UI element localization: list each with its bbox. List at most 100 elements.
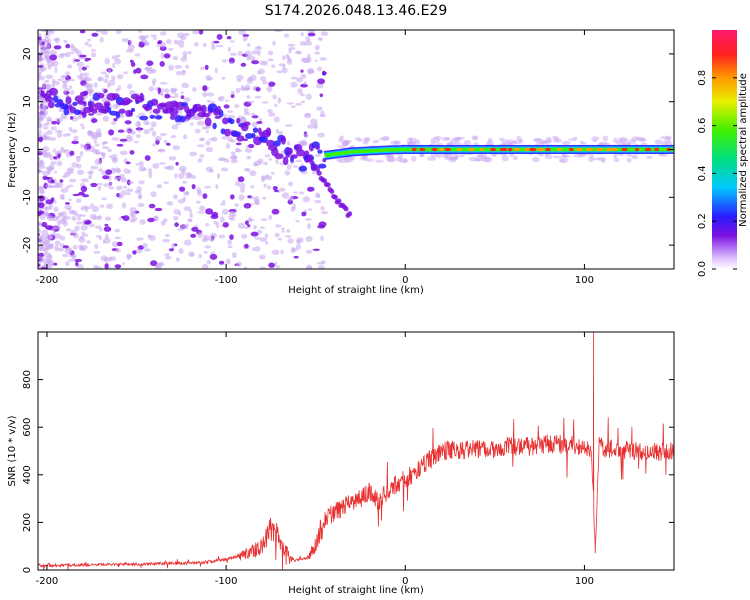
spectrogram-noise-blob: [208, 236, 215, 242]
spectrogram-noise-blob: [38, 65, 44, 68]
spectrogram-halo-blob: [433, 136, 442, 140]
spectrogram-noise-blob: [252, 247, 256, 252]
spectrogram-track-blob: [315, 145, 320, 150]
spectrogram-noise-blob: [282, 55, 286, 61]
spectrogram-noise-blob: [235, 149, 243, 153]
spectrogram-noise-blob: [147, 217, 155, 223]
spectrogram-branch-blob: [307, 155, 313, 161]
spectrogram-noise-blob: [56, 160, 63, 167]
spectrogram-noise-blob: [70, 43, 75, 49]
spectrogram-ytick-label: 10: [22, 95, 33, 108]
spectrogram-noise-blob: [45, 137, 51, 141]
spectrogram-noise-blob: [150, 121, 157, 128]
spectrogram-noise-blob: [116, 143, 124, 147]
spectrogram-noise-blob: [240, 187, 245, 194]
spectrogram-noise-blob: [39, 110, 46, 116]
spectrogram-noise-blob: [287, 43, 296, 47]
spectrogram-noise-blob: [136, 237, 144, 241]
spectrogram-noise-blob: [275, 158, 279, 165]
spectrogram-noise-blob: [57, 153, 61, 159]
spectrogram-noise-blob: [290, 76, 298, 80]
spectrogram-noise-blob: [190, 233, 197, 238]
spectrogram-noise-blob: [43, 126, 49, 130]
spectrogram-noise-blob: [229, 210, 235, 216]
spectrogram-noise-blob: [69, 51, 75, 55]
spectrogram-halo-blob: [592, 157, 602, 161]
spectrogram-noise-blob: [115, 30, 122, 35]
spectrogram-halo-blob: [379, 137, 389, 141]
spectrogram-track-blob: [152, 108, 161, 114]
spectrogram-noise-blob: [268, 81, 276, 87]
spectrogram-halo-blob: [646, 155, 653, 159]
spectrogram-noise-blob: [43, 46, 51, 52]
spectrogram-noise-blob: [177, 228, 185, 231]
spectrogram-peak: [644, 147, 652, 152]
spectrogram-noise-blob: [288, 181, 294, 187]
spectrogram-track-blob: [236, 135, 245, 142]
spectrogram-halo-blob: [616, 140, 624, 146]
spectrogram-noise-blob: [118, 217, 122, 221]
spectrogram-peak: [468, 147, 475, 152]
spectrogram-noise-blob: [301, 141, 308, 146]
spectrogram-noise-blob: [320, 206, 325, 211]
spectrogram-noise-blob: [169, 115, 176, 120]
spectrogram-noise-blob: [205, 140, 211, 146]
spectrogram-branch-blob: [304, 150, 310, 156]
spectrogram-noise-blob: [59, 212, 64, 217]
spectrogram-halo-blob: [365, 137, 371, 142]
spectrogram-noise-blob: [315, 82, 324, 89]
spectrogram-noise-blob: [262, 161, 268, 166]
spectrogram-noise-blob: [295, 219, 300, 223]
spectrogram-noise-blob: [108, 129, 115, 136]
spectrogram-halo-blob: [613, 158, 620, 163]
spectrogram-noise-blob: [169, 95, 176, 99]
spectrogram-noise-blob: [248, 55, 256, 61]
spectrogram-noise-blob: [54, 245, 59, 252]
spectrogram-noise-blob: [132, 250, 137, 255]
spectrogram-halo-blob: [588, 156, 594, 163]
spectrogram-noise-blob: [270, 171, 275, 175]
spectrogram-noise-blob: [178, 165, 187, 172]
spectrogram-noise-blob: [131, 216, 138, 222]
spectrogram-noise-blob: [69, 116, 74, 120]
spectrogram-noise-blob: [45, 51, 51, 54]
spectrogram-noise-blob: [75, 214, 82, 218]
spectrogram-peak: [634, 147, 640, 152]
spectrogram-track-blob: [72, 101, 78, 106]
spectrogram-track-blob: [150, 98, 159, 106]
spectrogram-noise-blob: [72, 210, 78, 216]
spectrogram-noise-blob: [243, 266, 248, 269]
spectrogram-noise-blob: [171, 124, 179, 130]
spectrogram-noise-blob: [90, 182, 98, 188]
spectrogram-noise-blob: [320, 110, 325, 117]
spectrogram-noise-blob: [137, 202, 145, 208]
spectrogram-noise-blob: [199, 154, 205, 158]
spectrogram-noise-blob: [221, 208, 229, 215]
spectrogram-noise-blob: [42, 212, 49, 216]
spectrogram-noise-blob: [99, 228, 103, 232]
spectrogram-noise-blob: [224, 158, 230, 163]
spectrogram-noise-blob: [203, 250, 208, 254]
spectrogram-noise-blob: [176, 39, 185, 46]
spectrogram-xtick-label: 100: [575, 275, 594, 286]
spectrogram-noise-blob: [140, 74, 149, 80]
spectrogram-noise-blob: [179, 186, 186, 192]
spectrogram-noise-blob: [267, 50, 274, 56]
spectrogram-halo-blob: [445, 137, 450, 141]
spectrogram-noise-blob: [317, 265, 325, 269]
spectrogram-track-blob: [82, 106, 93, 114]
spectrogram-noise-blob: [123, 185, 128, 189]
spectrogram-noise-blob: [80, 224, 88, 231]
spectrogram-noise-blob: [141, 167, 148, 171]
spectrogram-noise-blob: [163, 139, 168, 144]
spectrogram-noise-blob: [159, 46, 167, 51]
spectrogram-noise-blob: [262, 196, 267, 200]
spectrogram-noise-blob: [260, 218, 268, 221]
spectrogram-noise-blob: [286, 229, 291, 233]
spectrogram-noise-blob: [304, 113, 310, 117]
spectrogram-track-blob: [236, 117, 241, 124]
spectrogram-noise-blob: [235, 261, 243, 267]
spectrogram-noise-blob: [243, 226, 251, 229]
spectrogram-track-blob: [74, 95, 84, 103]
spectrogram-noise-blob: [49, 49, 57, 56]
